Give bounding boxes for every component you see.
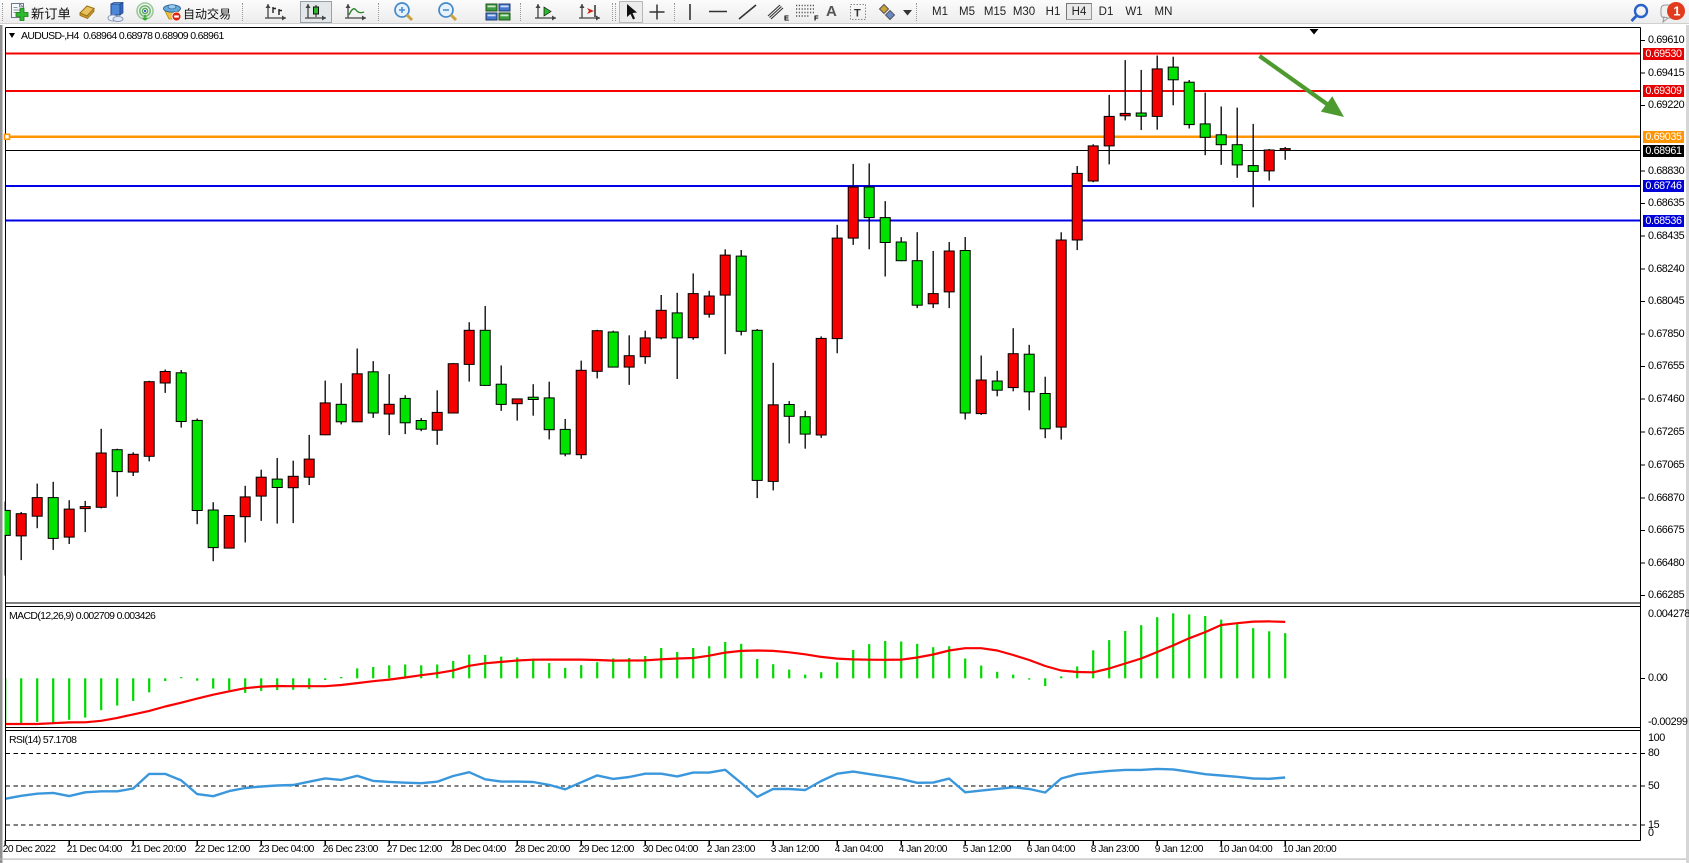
svg-text:F: F — [814, 14, 819, 22]
svg-text:E: E — [784, 14, 789, 22]
svg-text:T: T — [854, 8, 861, 20]
svg-text:1: 1 — [1673, 4, 1680, 19]
